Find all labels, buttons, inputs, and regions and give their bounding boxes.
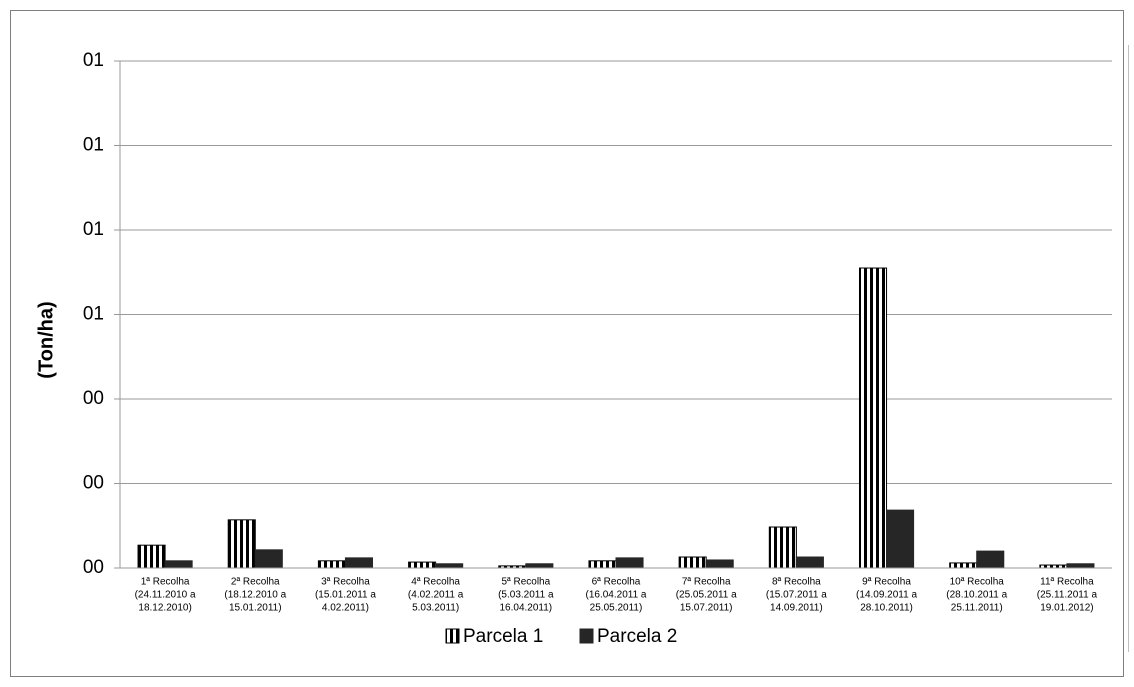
bar xyxy=(254,549,283,569)
y-tick-label: 00 xyxy=(83,388,104,409)
legend-label: Parcela 2 xyxy=(597,626,677,647)
x-tick-label: (5.03.2011 a xyxy=(498,590,554,601)
x-tick-label: 7ª Recolha xyxy=(682,577,731,588)
bar xyxy=(344,557,374,569)
x-tick-label: 8ª Recolha xyxy=(772,577,821,588)
x-tick-label: 3ª Recolha xyxy=(321,577,370,588)
bar xyxy=(525,563,554,569)
x-tick-label: 2ª Recolha xyxy=(231,577,280,588)
x-tick-label: 11ª Recolha xyxy=(1040,577,1094,588)
bar xyxy=(678,556,707,569)
bar xyxy=(227,519,256,569)
y-axis-label: (Ton/ha) xyxy=(35,301,57,378)
x-tick-label: 15.01.2011) xyxy=(229,603,282,614)
x-tick-label: (15.01.2011 a xyxy=(315,590,376,601)
y-tick-label: 01 xyxy=(83,219,104,240)
x-tick-label: 9ª Recolha xyxy=(862,577,911,588)
bar xyxy=(317,560,346,569)
x-tick-label: (24.11.2010 a xyxy=(135,590,196,601)
bar xyxy=(588,560,617,569)
x-tick-label: 15.07.2011) xyxy=(680,603,733,614)
y-tick-label: 01 xyxy=(83,135,104,156)
x-tick-label: 25.05.2011) xyxy=(590,603,643,614)
x-tick-label: (28.10.2011 a xyxy=(946,590,1007,601)
y-tick-label: 00 xyxy=(83,473,104,494)
x-tick-label: 10ª Recolha xyxy=(950,577,1005,588)
bar xyxy=(886,509,915,569)
x-tick-label: 28.10.2011) xyxy=(860,603,913,614)
x-tick-label: (14.09.2011 a xyxy=(856,590,917,601)
x-tick-label: 6ª Recolha xyxy=(592,577,641,588)
legend-label: Parcela 1 xyxy=(463,626,543,647)
x-tick-label: 18.12.2010) xyxy=(138,603,191,614)
x-tick-label: (25.05.2011 a xyxy=(676,590,737,601)
x-tick-label: 1ª Recolha xyxy=(141,577,190,588)
x-tick-label: 5ª Recolha xyxy=(501,577,550,588)
bar xyxy=(858,267,888,569)
y-tick-label: 01 xyxy=(83,50,104,71)
x-tick-label: (16.04.2011 a xyxy=(586,590,647,601)
legend-swatch xyxy=(579,628,594,644)
bar xyxy=(435,563,464,569)
bar xyxy=(137,544,166,569)
bar xyxy=(795,556,824,569)
x-tick-label: (18.12.2010 a xyxy=(224,590,286,601)
x-tick-label: (4.02.2011 a xyxy=(408,590,464,601)
x-tick-label: 16.04.2011) xyxy=(499,603,552,614)
bar xyxy=(976,550,1005,569)
x-tick-label: 4.02.2011) xyxy=(322,603,369,614)
bar xyxy=(949,562,978,569)
x-tick-label: 19.01.2012) xyxy=(1040,603,1093,614)
bar xyxy=(615,557,644,569)
x-tick-label: 14.09.2011) xyxy=(770,603,823,614)
frame xyxy=(10,10,1124,677)
bar xyxy=(408,561,437,569)
x-tick-label: 5.03.2011) xyxy=(412,603,459,614)
x-tick-label: (25.11.2011 a xyxy=(1037,590,1098,601)
bar xyxy=(164,560,193,569)
bar xyxy=(1066,563,1095,569)
bar xyxy=(705,559,734,569)
legend-swatch xyxy=(445,628,460,644)
bar xyxy=(768,526,797,569)
x-tick-label: (15.07.2011 a xyxy=(766,590,827,601)
y-tick-label: 01 xyxy=(83,304,104,325)
x-tick-label: 25.11.2011) xyxy=(951,603,1003,614)
x-tick-label: 4ª Recolha xyxy=(411,577,460,588)
y-tick-label: 00 xyxy=(83,557,104,578)
